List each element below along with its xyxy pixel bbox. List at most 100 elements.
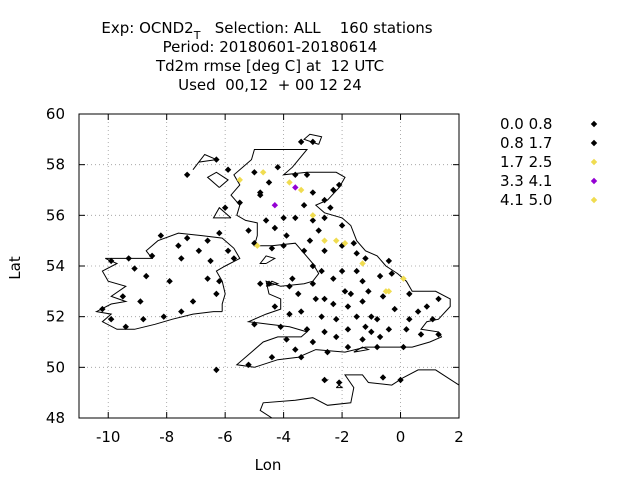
station-point-series-0 bbox=[312, 295, 319, 303]
station-point-series-0 bbox=[414, 308, 422, 315]
y-tick-label: 56 bbox=[46, 206, 65, 224]
station-point-series-2 bbox=[309, 212, 317, 219]
station-point-series-0 bbox=[303, 326, 311, 333]
station-point-series-0 bbox=[321, 376, 328, 384]
station-point-series-0 bbox=[385, 257, 393, 265]
station-point-series-0 bbox=[178, 255, 185, 262]
station-point-series-0 bbox=[338, 267, 346, 275]
y-tick-label: 60 bbox=[46, 105, 65, 123]
station-point-series-0 bbox=[286, 310, 293, 318]
station-point-series-0 bbox=[216, 229, 223, 237]
station-point-series-3 bbox=[292, 184, 299, 191]
legend-label: 0.8 1.7 bbox=[500, 134, 552, 152]
legend-label: 3.3 4.1 bbox=[500, 172, 552, 190]
station-point-series-0 bbox=[131, 265, 138, 272]
title-line-4: Used 00,12 + 00 12 24 bbox=[178, 76, 362, 94]
station-point-series-0 bbox=[359, 278, 366, 285]
station-point-series-0 bbox=[277, 323, 284, 330]
station-point-series-0 bbox=[107, 316, 115, 323]
station-point-series-2 bbox=[341, 240, 349, 247]
station-point-series-0 bbox=[321, 214, 328, 222]
station-point-series-0 bbox=[292, 346, 299, 353]
station-point-series-0 bbox=[143, 272, 150, 280]
station-point-series-0 bbox=[403, 326, 410, 333]
station-point-series-0 bbox=[309, 280, 317, 287]
legend-marker bbox=[590, 158, 598, 166]
station-point-series-0 bbox=[388, 270, 395, 277]
station-point-series-0 bbox=[309, 138, 317, 146]
y-tick-label: 50 bbox=[46, 358, 65, 376]
station-point-series-0 bbox=[204, 275, 211, 282]
station-point-series-0 bbox=[417, 331, 425, 338]
station-point-series-0 bbox=[245, 227, 252, 234]
station-point-series-0 bbox=[251, 321, 258, 328]
station-point-series-2 bbox=[321, 237, 328, 244]
station-point-series-0 bbox=[224, 247, 232, 254]
title-line-1-part-b: Selection: ALL 160 stations bbox=[200, 19, 432, 37]
legend-label: 4.1 5.0 bbox=[500, 191, 552, 209]
station-point-series-0 bbox=[344, 343, 352, 351]
station-point-series-0 bbox=[368, 313, 375, 320]
station-point-series-3 bbox=[271, 202, 279, 209]
chart-title: Exp: OCND2T Selection: ALL 160 stations … bbox=[101, 19, 432, 94]
station-point-series-0 bbox=[251, 169, 258, 176]
station-point-series-0 bbox=[274, 164, 281, 171]
title-line-1-subscript: T bbox=[193, 29, 201, 42]
station-point-series-0 bbox=[125, 255, 132, 262]
station-point-series-0 bbox=[376, 272, 384, 280]
station-point-series-0 bbox=[359, 298, 366, 305]
station-point-series-0 bbox=[183, 234, 191, 242]
station-point-series-0 bbox=[344, 326, 352, 333]
station-point-series-0 bbox=[236, 199, 243, 206]
station-point-series-0 bbox=[213, 366, 220, 374]
station-point-series-0 bbox=[309, 217, 317, 224]
legend: 0.0 0.80.8 1.71.7 2.53.3 4.14.1 5.0 bbox=[500, 115, 598, 209]
station-point-series-0 bbox=[330, 186, 337, 194]
coastline bbox=[259, 255, 277, 264]
y-tick-label: 54 bbox=[46, 257, 65, 275]
station-point-series-0 bbox=[321, 295, 328, 303]
y-tick-label: 58 bbox=[46, 156, 65, 174]
station-point-series-0 bbox=[280, 242, 287, 249]
station-point-series-2 bbox=[236, 176, 243, 184]
x-tick-label: 0 bbox=[396, 428, 406, 446]
station-point-series-0 bbox=[262, 217, 270, 224]
station-point-series-0 bbox=[183, 171, 191, 178]
station-point-series-0 bbox=[207, 257, 214, 265]
y-tick-label: 48 bbox=[46, 409, 65, 427]
station-point-series-0 bbox=[166, 278, 173, 285]
station-point-series-0 bbox=[344, 303, 352, 310]
station-point-series-0 bbox=[309, 338, 317, 346]
station-point-series-0 bbox=[300, 202, 308, 209]
station-point-series-0 bbox=[335, 379, 343, 386]
station-point-series-0 bbox=[327, 204, 334, 211]
x-axis: -10 -8 -6 -4 -2 0 2 bbox=[96, 114, 464, 446]
station-point-series-1 bbox=[257, 189, 264, 196]
station-point-series-0 bbox=[286, 283, 293, 290]
station-point-series-0 bbox=[391, 305, 398, 313]
station-point-series-0 bbox=[359, 336, 366, 343]
station-point-series-0 bbox=[429, 316, 436, 323]
station-point-series-0 bbox=[119, 293, 127, 300]
station-point-series-0 bbox=[379, 374, 387, 381]
station-point-series-0 bbox=[397, 376, 404, 384]
station-point-series-0 bbox=[353, 267, 360, 275]
coastline bbox=[206, 171, 229, 188]
station-point-series-0 bbox=[295, 290, 302, 298]
station-point-series-0 bbox=[268, 354, 276, 361]
station-point-series-0 bbox=[213, 290, 220, 298]
title-line-3: Td2m rmse [deg C] at 12 UTC bbox=[155, 57, 384, 75]
legend-marker bbox=[590, 139, 598, 147]
station-point-series-0 bbox=[321, 328, 328, 336]
station-point-series-0 bbox=[271, 224, 279, 232]
station-point-series-1 bbox=[297, 308, 305, 315]
station-point-series-0 bbox=[292, 171, 299, 178]
station-point-series-0 bbox=[283, 336, 290, 343]
station-point-series-1 bbox=[347, 290, 355, 298]
station-point-series-2 bbox=[400, 275, 407, 282]
station-point-series-0 bbox=[435, 295, 442, 303]
station-point-series-0 bbox=[289, 275, 296, 282]
station-point-series-0 bbox=[268, 245, 276, 252]
coastline-map bbox=[94, 133, 460, 419]
station-point-series-0 bbox=[406, 316, 413, 323]
